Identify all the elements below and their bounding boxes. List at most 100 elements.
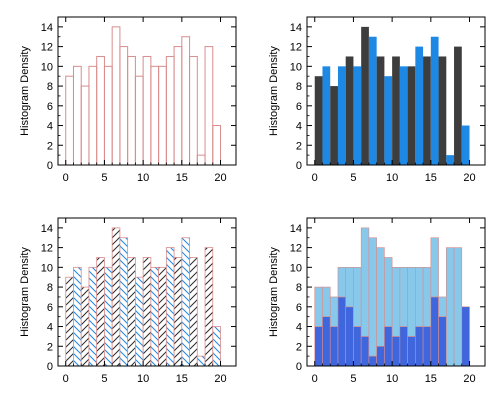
bar-stack-1-9: [384, 257, 393, 327]
bar-0-18: [204, 46, 214, 166]
x-tick-label-20: 20: [463, 172, 475, 184]
bar-stack-1-1: [322, 286, 331, 317]
x-tick-label-15: 15: [425, 172, 437, 184]
bar-0-2: [80, 85, 90, 166]
bar-1-19: [212, 326, 221, 367]
y-tick-label-12: 12: [290, 243, 302, 255]
plot-frame: [306, 217, 486, 367]
y-axis-label: Histogram Density: [19, 46, 31, 136]
y-tick-label-8: 8: [296, 81, 302, 93]
bar-0-16: [438, 56, 447, 165]
bar-stack-0-11: [399, 326, 408, 367]
x-tick-label-20: 20: [463, 373, 475, 385]
bar-stack-1-6: [360, 227, 370, 337]
y-tick-label-12: 12: [41, 42, 53, 54]
y-axis-label: Histogram Density: [268, 247, 280, 337]
x-tick-label-10: 10: [386, 373, 398, 385]
bar-0-14: [423, 56, 431, 165]
bar-0-0: [314, 76, 323, 165]
bar-1-13: [165, 247, 175, 367]
y-tick-label-4: 4: [47, 322, 53, 334]
x-tick-label-5: 5: [350, 172, 356, 184]
x-tick-label-20: 20: [214, 373, 226, 385]
y-axis-label: Histogram Density: [19, 247, 31, 337]
x-tick-label-10: 10: [137, 373, 149, 385]
bar-0-12: [407, 66, 416, 165]
bar-stack-0-4: [345, 306, 354, 367]
x-tick-label-5: 5: [350, 373, 356, 385]
bar-1-13: [415, 46, 424, 165]
bar-stack-1-12: [407, 267, 416, 337]
bar-0-18: [454, 46, 462, 165]
y-tick-label-14: 14: [290, 223, 302, 235]
y-tick-label-6: 6: [47, 302, 53, 314]
bar-stack-0-14: [422, 326, 432, 367]
y-tick-label-14: 14: [41, 223, 53, 235]
bar-0-16: [189, 257, 198, 367]
bar-stack-1-0: [314, 286, 323, 327]
bar-0-12: [158, 65, 167, 166]
x-tick-label-5: 5: [101, 172, 107, 184]
bar-1-7: [368, 36, 377, 165]
bar-stack-1-16: [438, 296, 447, 317]
bar-0-2: [330, 86, 338, 165]
bar-stack-1-8: [376, 247, 385, 347]
bar-stack-0-3: [337, 296, 346, 367]
y-tick-label-10: 10: [290, 262, 302, 274]
y-tick-label-2: 2: [296, 341, 302, 353]
bar-0-10: [142, 257, 152, 367]
y-tick-label-2: 2: [296, 140, 302, 152]
y-tick-label-8: 8: [47, 81, 53, 93]
bar-1-5: [104, 266, 113, 367]
bar-1-19: [461, 125, 470, 165]
y-tick-label-10: 10: [41, 61, 53, 73]
bar-0-6: [361, 26, 369, 165]
bar-stack-1-13: [415, 267, 424, 327]
bar-1-7: [119, 237, 129, 367]
bar-0-18: [204, 247, 214, 367]
bar-0-4: [345, 56, 354, 165]
bar-0-6: [111, 26, 121, 166]
y-tick-label-4: 4: [296, 121, 302, 133]
x-tick-label-0: 0: [63, 373, 69, 385]
y-tick-label-10: 10: [290, 61, 302, 73]
bar-stack-0-12: [407, 336, 416, 367]
bar-0-10: [142, 55, 152, 166]
bar-stack-1-18: [453, 247, 463, 367]
bar-stack-0-6: [360, 336, 370, 367]
y-tick-label-8: 8: [296, 282, 302, 294]
bar-stack-0-15: [430, 296, 439, 367]
y-tick-label-2: 2: [47, 140, 53, 152]
bar-1-17: [196, 355, 206, 367]
bar-stack-0-2: [329, 326, 339, 367]
bar-0-9: [134, 75, 144, 166]
x-tick-label-15: 15: [425, 373, 437, 385]
x-tick-label-15: 15: [176, 373, 188, 385]
bar-0-11: [150, 65, 160, 166]
bar-1-9: [134, 276, 144, 367]
bar-0-5: [103, 65, 113, 166]
chart-panel-top-right: 0 5 10 15 20 0 2 4 6 8 10 12 14 Histogram Density: [268, 16, 486, 184]
bar-stack-1-11: [399, 267, 408, 327]
y-tick-label-0: 0: [296, 361, 302, 373]
bar-0-8: [127, 55, 136, 166]
x-tick-label-0: 0: [63, 172, 69, 184]
bar-0-15: [181, 36, 191, 166]
bar-stack-0-8: [376, 345, 385, 367]
bar-0-6: [111, 227, 121, 367]
y-tick-label-6: 6: [296, 101, 302, 113]
y-tick-label-4: 4: [296, 322, 302, 334]
y-tick-label-2: 2: [47, 341, 53, 353]
bar-0-13: [165, 55, 175, 166]
bar-stack-1-2: [329, 296, 339, 327]
bar-0-4: [96, 257, 105, 367]
bar-0-17: [196, 154, 206, 166]
bar-stack-1-5: [353, 267, 362, 327]
x-tick-label-0: 0: [312, 172, 318, 184]
bar-0-0: [65, 75, 74, 166]
bar-1-3: [337, 66, 346, 165]
bar-0-14: [173, 46, 183, 166]
bar-0-3: [88, 65, 98, 166]
bar-stack-1-14: [422, 267, 432, 327]
